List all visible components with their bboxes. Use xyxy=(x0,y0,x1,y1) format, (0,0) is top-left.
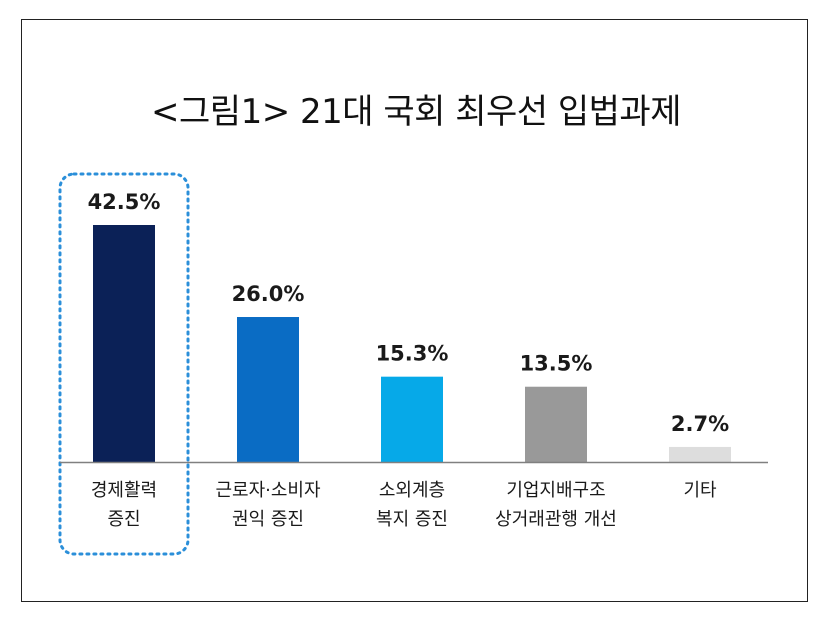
category-label: 근로자·소비자 xyxy=(215,480,321,501)
chart-title: <그림1> 21대 국회 최우선 입법과제 xyxy=(151,92,681,132)
bar-value-label: 2.7% xyxy=(671,412,729,436)
bar-value-label: 15.3% xyxy=(376,342,449,366)
highlight-box xyxy=(58,172,190,556)
category-label: 소외계층 xyxy=(379,480,445,501)
bar-value-label: 26.0% xyxy=(232,282,305,306)
category-label: 상거래관행 개선 xyxy=(495,509,617,530)
category-label: 경제활력 xyxy=(91,480,157,501)
bar xyxy=(381,376,443,462)
bar xyxy=(525,386,587,462)
category-label: 복지 증진 xyxy=(376,509,448,530)
bar-value-label: 42.5% xyxy=(88,190,161,214)
bar xyxy=(669,446,731,462)
category-label: 증진 xyxy=(107,509,140,530)
bar xyxy=(93,225,155,462)
bar-value-label: 13.5% xyxy=(520,352,593,376)
category-label: 권익 증진 xyxy=(232,509,304,530)
category-label: 기업지배구조 xyxy=(506,480,605,501)
category-label: 기타 xyxy=(683,480,717,501)
bar xyxy=(237,317,299,462)
